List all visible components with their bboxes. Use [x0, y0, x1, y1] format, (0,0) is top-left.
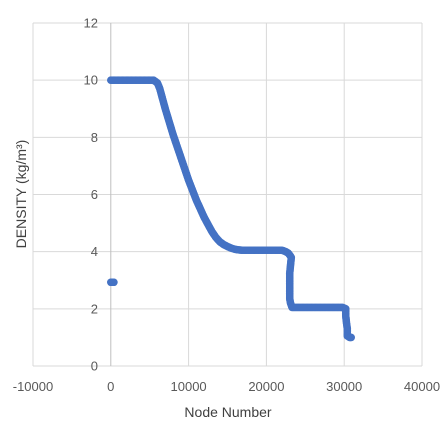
grid — [32, 22, 423, 367]
y-tick-label: 10 — [84, 73, 98, 88]
y-axis-title: DENSITY (kg/m³) — [13, 140, 29, 249]
x-tick-label: 30000 — [326, 379, 362, 394]
x-tick-label: 40000 — [404, 379, 440, 394]
data-points — [107, 76, 356, 342]
tick-labels: 0 2 4 6 8 10 12 -10000 0 10000 20000 30000 40000 — [13, 16, 440, 395]
y-tick-label: 6 — [91, 187, 98, 202]
x-tick-label: -10000 — [13, 379, 53, 394]
x-tick-label: 20000 — [248, 379, 284, 394]
y-tick-label: 8 — [91, 130, 98, 145]
y-tick-label: 0 — [91, 359, 98, 374]
y-tick-label: 4 — [91, 244, 98, 259]
y-tick-label: 12 — [84, 16, 98, 31]
x-axis-title: Node Number — [184, 404, 271, 420]
x-tick-label: 0 — [107, 379, 114, 394]
y-tick-label: 2 — [91, 301, 98, 316]
data-point — [347, 333, 356, 342]
data-point — [110, 278, 118, 287]
x-tick-label: 10000 — [171, 379, 207, 394]
